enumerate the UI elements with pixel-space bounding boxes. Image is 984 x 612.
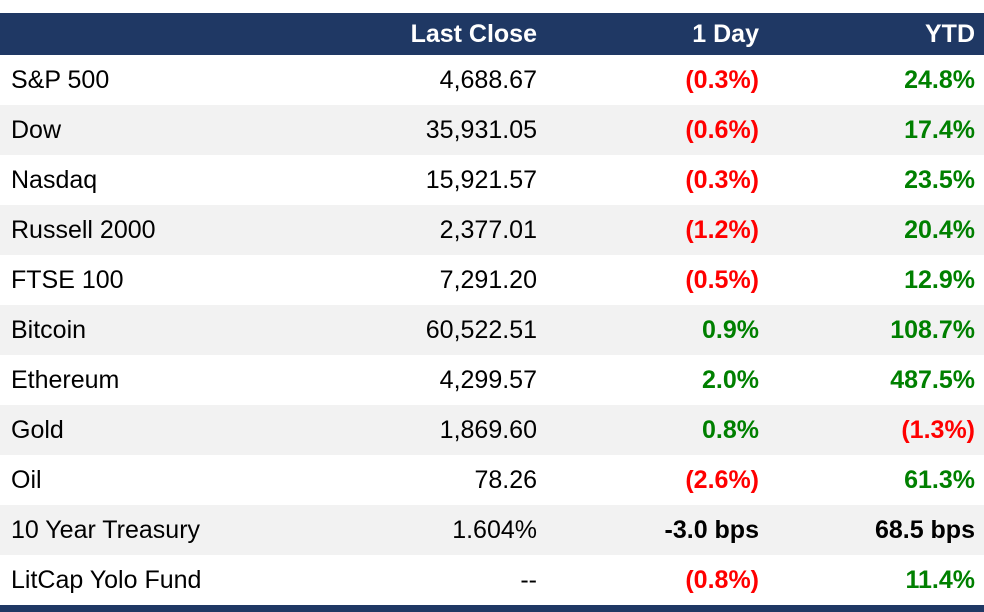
- last-close-value: 4,688.67: [439, 65, 537, 94]
- table-row: Bitcoin 60,522.51 0.9% 108.7%: [0, 305, 984, 355]
- table-footer-bar: [0, 605, 984, 612]
- ytd-value: 23.5%: [904, 165, 975, 194]
- last-close-value: 7,291.20: [439, 265, 537, 294]
- ytd-value: (1.3%): [901, 415, 975, 444]
- ytd-value: 487.5%: [890, 365, 975, 394]
- one-day-value: (0.3%): [685, 165, 759, 194]
- last-close-value: 78.26: [474, 465, 537, 494]
- ytd-value: 11.4%: [905, 565, 975, 594]
- asset-name: S&P 500: [11, 65, 110, 94]
- one-day-value: (0.5%): [685, 265, 759, 294]
- asset-name: Gold: [11, 415, 64, 444]
- one-day-value: (1.2%): [685, 215, 759, 244]
- ytd-value: 20.4%: [904, 215, 975, 244]
- col-header-1-day: 1 Day: [692, 19, 759, 48]
- table-row: Ethereum 4,299.57 2.0% 487.5%: [0, 355, 984, 405]
- last-close-value: 1.604%: [452, 515, 537, 544]
- ytd-value: 12.9%: [904, 265, 975, 294]
- one-day-value: (0.8%): [685, 565, 759, 594]
- last-close-value: 35,931.05: [425, 115, 537, 144]
- one-day-value: 0.9%: [702, 315, 759, 344]
- table-body: S&P 500 4,688.67 (0.3%) 24.8% Dow 35,931…: [0, 55, 984, 605]
- one-day-value: (0.6%): [685, 115, 759, 144]
- table-row: S&P 500 4,688.67 (0.3%) 24.8%: [0, 55, 984, 105]
- table-row: Gold 1,869.60 0.8% (1.3%): [0, 405, 984, 455]
- last-close-value: 15,921.57: [425, 165, 537, 194]
- asset-name: Dow: [11, 115, 62, 144]
- one-day-value: (2.6%): [685, 465, 759, 494]
- table-row: FTSE 100 7,291.20 (0.5%) 12.9%: [0, 255, 984, 305]
- table-row: Nasdaq 15,921.57 (0.3%) 23.5%: [0, 155, 984, 205]
- ytd-value: 17.4%: [904, 115, 975, 144]
- asset-name: Bitcoin: [11, 315, 87, 344]
- table-row: LitCap Yolo Fund -- (0.8%) 11.4%: [0, 555, 984, 605]
- asset-name: LitCap Yolo Fund: [11, 565, 202, 594]
- asset-name: 10 Year Treasury: [11, 515, 201, 544]
- asset-name: Russell 2000: [11, 215, 156, 244]
- last-close-value: 60,522.51: [425, 315, 537, 344]
- ytd-value: 61.3%: [904, 465, 975, 494]
- table-row: Oil 78.26 (2.6%) 61.3%: [0, 455, 984, 505]
- table-row: 10 Year Treasury 1.604% -3.0 bps 68.5 bp…: [0, 505, 984, 555]
- last-close-value: 1,869.60: [439, 415, 537, 444]
- col-header-last-close: Last Close: [410, 19, 537, 48]
- one-day-value: -3.0 bps: [664, 515, 759, 544]
- asset-name: Ethereum: [11, 365, 120, 394]
- one-day-value: (0.3%): [685, 65, 759, 94]
- table-row: Russell 2000 2,377.01 (1.2%) 20.4%: [0, 205, 984, 255]
- ytd-value: 68.5 bps: [874, 515, 975, 544]
- table-header-row: Last Close 1 Day YTD: [0, 13, 984, 55]
- asset-name: FTSE 100: [11, 265, 124, 294]
- asset-name: Oil: [11, 465, 42, 494]
- last-close-value: --: [520, 565, 537, 594]
- col-header-ytd: YTD: [925, 19, 975, 48]
- ytd-value: 24.8%: [904, 65, 975, 94]
- last-close-value: 2,377.01: [439, 215, 537, 244]
- one-day-value: 2.0%: [702, 365, 759, 394]
- one-day-value: 0.8%: [702, 415, 759, 444]
- last-close-value: 4,299.57: [439, 365, 537, 394]
- table-row: Dow 35,931.05 (0.6%) 17.4%: [0, 105, 984, 155]
- asset-name: Nasdaq: [11, 165, 98, 194]
- ytd-value: 108.7%: [890, 315, 975, 344]
